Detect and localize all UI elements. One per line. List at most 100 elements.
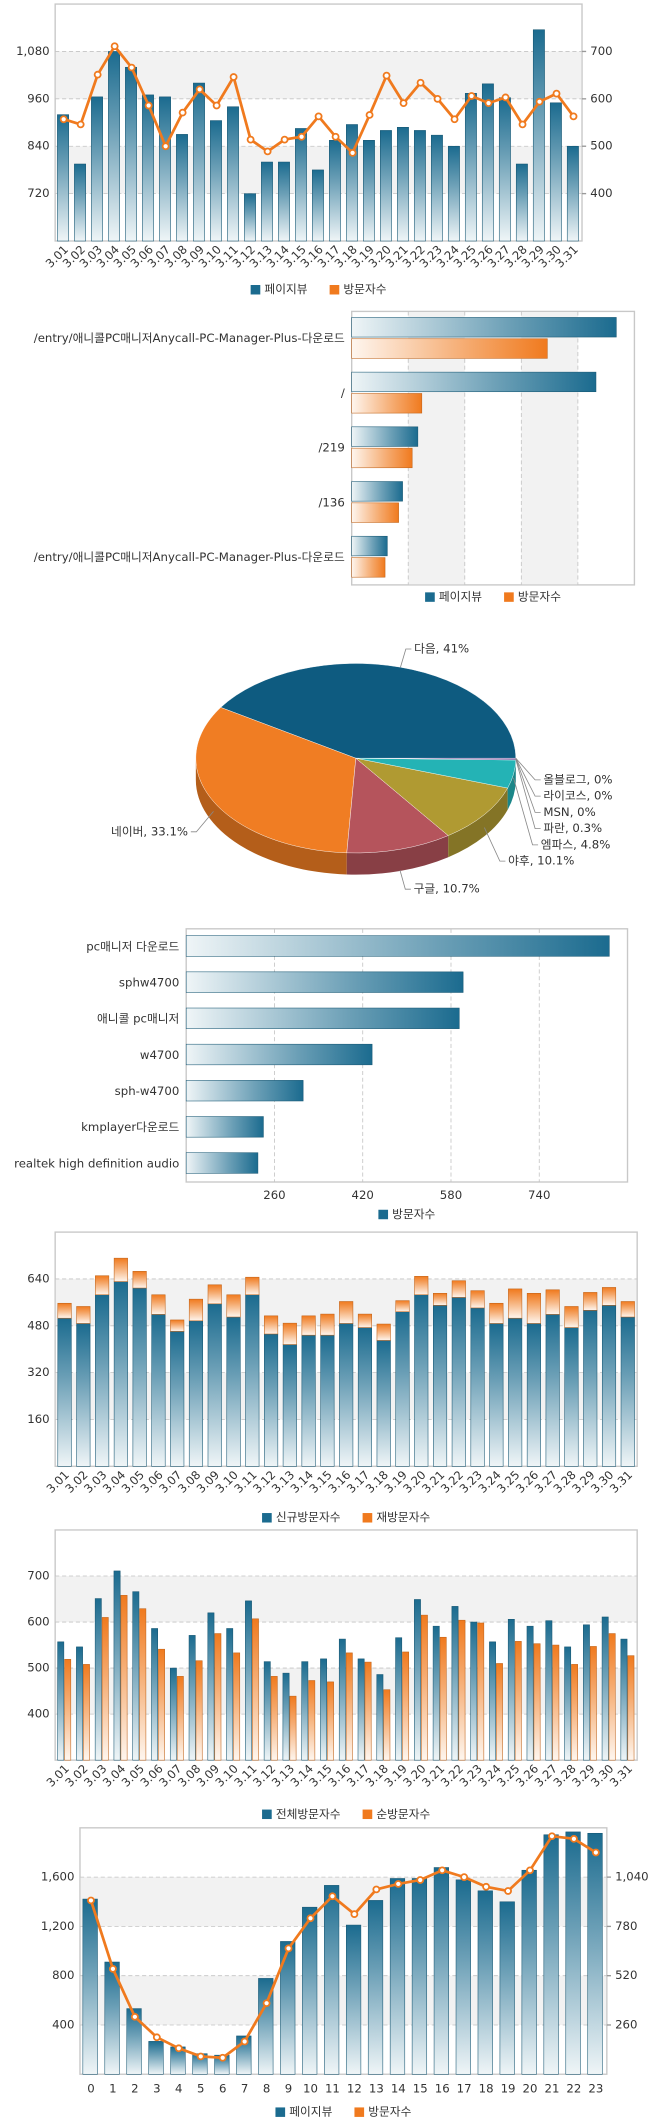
bar	[583, 1624, 590, 1761]
bar	[113, 1570, 121, 1761]
bar	[95, 1294, 110, 1467]
bar	[338, 1638, 346, 1761]
legend: 페이지뷰 방문자수	[425, 590, 561, 604]
bar	[583, 1310, 598, 1467]
line-point	[212, 101, 221, 110]
bar	[363, 140, 375, 242]
x-tick-label: 3	[153, 2082, 160, 2096]
bar	[433, 1305, 448, 1467]
legend-swatch	[275, 2107, 286, 2117]
leader-line	[515, 758, 541, 797]
bar	[282, 1344, 297, 1467]
bar	[411, 1878, 428, 2075]
bar	[226, 1316, 241, 1467]
bar	[601, 1287, 617, 1306]
line-point	[328, 1892, 337, 1901]
y-tick-label: /entry/애니콜PC매니저Anycall-PC-Manager-Plus-다…	[34, 331, 345, 345]
legend-label: 방문자수	[368, 2105, 411, 2119]
bar	[226, 1628, 234, 1761]
x-tick-label: 0	[87, 2082, 94, 2096]
legend-label: 페이지뷰	[289, 2105, 332, 2119]
slice-label: 야후, 10.1%	[508, 854, 574, 868]
bar	[620, 1638, 628, 1761]
y-tick-label: 1,080	[16, 44, 50, 58]
legend-swatch	[362, 1809, 373, 1820]
bar	[151, 1628, 159, 1761]
legend-label: 전체방문자수	[276, 1807, 341, 1821]
bar	[185, 1080, 304, 1102]
x-tick-label: 4	[175, 2082, 182, 2096]
y2-tick-label: 260	[615, 2018, 637, 2032]
x-tick-label: 9	[285, 2082, 292, 2096]
bar	[207, 1612, 215, 1761]
line-point	[144, 101, 153, 110]
bar	[295, 128, 307, 242]
bar	[278, 161, 290, 242]
bar	[545, 1620, 553, 1761]
legend-label: 방문자수	[518, 590, 561, 604]
bar	[470, 1621, 478, 1761]
line-point	[460, 1873, 469, 1881]
slice-label: MSN, 0%	[543, 805, 595, 819]
bar	[193, 82, 205, 242]
line-point	[504, 1887, 512, 1895]
y2-tick-label: 520	[615, 1968, 637, 1982]
y2-tick-label: 500	[590, 139, 612, 153]
bar	[301, 1334, 316, 1467]
x-tick-label: 10	[303, 2082, 318, 2096]
line	[89, 1834, 597, 2060]
slice-label: 올블로그, 0%	[543, 772, 612, 786]
bar	[301, 1661, 309, 1761]
y2-tick-label: 700	[590, 44, 612, 58]
bar	[94, 1598, 102, 1761]
bar	[552, 1644, 560, 1761]
y-tick-label: 400	[27, 1707, 49, 1721]
pie-slice	[346, 757, 449, 854]
line-point	[93, 70, 102, 79]
y-tick-label: 480	[27, 1318, 49, 1332]
bar	[95, 1275, 110, 1296]
bar	[414, 1599, 421, 1761]
line-point	[569, 112, 578, 121]
x-tick-label: 17	[457, 2082, 472, 2096]
x-tick-label: 11	[325, 2082, 340, 2096]
x-tick-label: 7	[241, 2082, 248, 2096]
line-point	[130, 2012, 139, 2021]
bar	[233, 1652, 241, 1761]
legend-label: 방문자수	[392, 1207, 435, 1221]
bar	[142, 94, 154, 242]
line-point	[484, 99, 493, 107]
bar	[57, 1302, 72, 1319]
y-tick-label: 700	[27, 1569, 49, 1583]
leader-line	[400, 648, 412, 668]
bar	[496, 1663, 503, 1761]
bar	[185, 1116, 264, 1138]
y-tick-label: w4700	[140, 1048, 179, 1062]
bar	[282, 1672, 290, 1761]
line-point	[306, 1914, 315, 1923]
x-tick-label: 260	[263, 1188, 285, 1202]
y-tick-label: 320	[27, 1365, 49, 1379]
bar	[498, 97, 511, 242]
x-tick-label: 19	[501, 2082, 516, 2096]
bar	[125, 66, 137, 242]
bar	[451, 1297, 466, 1467]
bar	[185, 935, 610, 957]
line-point	[348, 149, 357, 157]
bar	[566, 145, 579, 242]
bar	[345, 1924, 362, 2075]
bar	[357, 1658, 365, 1761]
bar	[76, 1323, 91, 1467]
line-point	[591, 1848, 600, 1857]
bar	[74, 163, 86, 242]
line-point	[108, 1965, 117, 1973]
line-point	[229, 73, 238, 81]
bar	[82, 1898, 98, 2075]
bar	[620, 1301, 635, 1318]
line-point	[178, 108, 187, 117]
line-point	[552, 89, 561, 98]
legend-label: 순방문자수	[376, 1807, 430, 1821]
y-tick-label: 960	[27, 91, 49, 105]
bar	[515, 163, 528, 242]
bar	[432, 1625, 440, 1761]
